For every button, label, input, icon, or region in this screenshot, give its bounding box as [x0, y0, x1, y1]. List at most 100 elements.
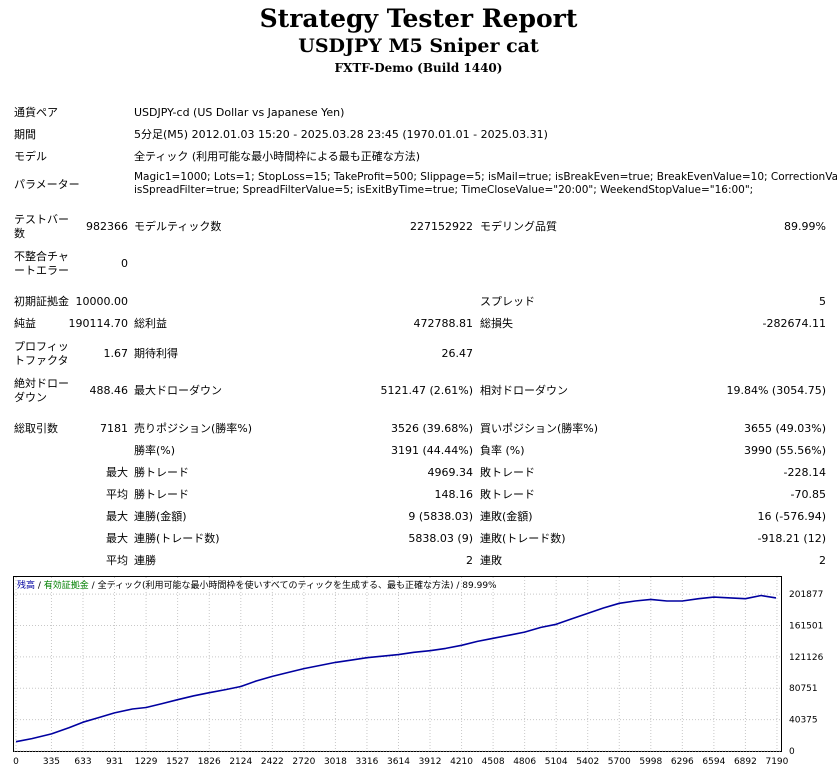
- mismatch-label-2: ートエラー: [14, 264, 69, 277]
- x-tick-label: 1527: [166, 757, 189, 767]
- chart-legend: 残高 / 有効証拠金 / 全ティック(利用可能な最小時間枠を使いすべてのティック…: [17, 578, 497, 591]
- avg-cons-wins-value: 2: [466, 554, 473, 567]
- x-tick-label: 3316: [355, 757, 378, 767]
- x-tick-label: 3912: [419, 757, 442, 767]
- largest-win-label: 勝トレード: [134, 466, 189, 479]
- x-tick-label: 4806: [513, 757, 536, 767]
- net-label: 純益: [14, 317, 36, 330]
- rel-drawdown-value: 19.84% (3054.75): [726, 384, 826, 397]
- x-tick-label: 6892: [734, 757, 757, 767]
- spread-label: スプレッド: [480, 295, 535, 308]
- net-value: 190114.70: [68, 317, 129, 330]
- legend-equity: 有効証拠金: [43, 581, 89, 591]
- x-tick-label: 1229: [135, 757, 158, 767]
- period-value: 5分足(M5) 2012.01.03 15:20 - 2025.03.28 23…: [134, 128, 548, 141]
- x-tick-label: 633: [74, 757, 91, 767]
- legend-quality: 89.99%: [462, 581, 497, 591]
- y-tick-label: 201877: [789, 590, 823, 600]
- x-tick-label: 6296: [671, 757, 694, 767]
- largest-loss-label: 敗トレード: [480, 466, 535, 479]
- max-cons-wins-label: 連勝(金額): [134, 510, 187, 523]
- x-tick-label: 2720: [292, 757, 315, 767]
- quality-value: 89.99%: [784, 220, 826, 233]
- x-tick-label: 931: [106, 757, 123, 767]
- period-label: 期間: [14, 128, 36, 141]
- max-cons-prefix: 最大: [106, 510, 128, 523]
- loss-rate-value: 3990 (55.56%): [743, 444, 826, 457]
- max-cons-loss-label: 連敗(トレード数): [480, 532, 566, 545]
- x-tick-label: 2124: [229, 757, 252, 767]
- spread-value: 5: [819, 295, 826, 308]
- x-tick-label: 3018: [324, 757, 347, 767]
- x-tick-label: 3614: [387, 757, 410, 767]
- params-label: パラメーター: [14, 178, 80, 191]
- model-label: モデル: [14, 150, 47, 163]
- report-subtitle: USDJPY M5 Sniper cat: [298, 35, 539, 57]
- x-tick-label: 0: [13, 757, 19, 767]
- x-tick-label: 1826: [198, 757, 221, 767]
- x-tick-label: 5700: [608, 757, 631, 767]
- balance-chart: 0 335 633 931 1229 1527 1826 2124 2422 2720 3018 33…: [13, 576, 837, 769]
- profit-factor-label-2: トファクタ: [14, 354, 69, 367]
- pair-label: 通貨ペア: [14, 106, 58, 119]
- chart-frame: [13, 576, 782, 752]
- avg-cons-prefix: 平均: [106, 554, 128, 567]
- x-tick-label: 5402: [576, 757, 599, 767]
- y-tick-label: 161501: [789, 621, 823, 631]
- short-positions-value: 3526 (39.68%): [390, 422, 473, 435]
- x-tick-label: 2422: [261, 757, 284, 767]
- x-tick-label: 5104: [545, 757, 568, 767]
- legend-model-note: 全ティック(利用可能な最小時間枠を使いすべてのティックを生成する、最も正確な方法…: [97, 581, 454, 591]
- max-cons-wins-value: 9 (5838.03): [408, 510, 473, 523]
- x-tick-label: 7190: [765, 757, 788, 767]
- avg-cons-losses-value: 2: [819, 554, 826, 567]
- abs-drawdown-label: 絶対ドロー: [14, 377, 69, 390]
- x-tick-label: 6594: [702, 757, 725, 767]
- gross-loss-label: 総損失: [480, 317, 513, 330]
- largest-win-value: 4969.34: [427, 466, 474, 479]
- largest-prefix: 最大: [106, 466, 128, 479]
- y-tick-label: 40375: [789, 716, 818, 726]
- average-prefix: 平均: [106, 488, 128, 501]
- loss-rate-label: 負率 (%): [480, 444, 525, 457]
- total-trades-value: 7181: [100, 422, 128, 435]
- win-rate-label: 勝率(%): [134, 444, 176, 457]
- model-value: 全ティック (利用可能な最小時間枠による最も正確な方法): [134, 150, 421, 163]
- max-cons-profit-value: 5838.03 (9): [408, 532, 473, 545]
- params-line-2: isSpreadFilter=true; SpreadFilterValue=5…: [134, 184, 754, 196]
- legend-separator: /: [88, 581, 98, 591]
- bars-value: 982366: [86, 220, 128, 233]
- avg-win-value: 148.16: [434, 488, 474, 501]
- quality-label: モデリング品質: [480, 220, 557, 233]
- total-trades-label: 総取引数: [14, 422, 58, 435]
- bars-label-2: 数: [14, 227, 25, 240]
- avg-loss-label: 敗トレード: [480, 488, 535, 501]
- balance-chart-svg: 0 335 633 931 1229 1527 1826 2124 2422 2720 3018 33…: [13, 576, 824, 767]
- pair-value: USDJPY-cd (US Dollar vs Japanese Yen): [134, 106, 345, 119]
- max-cons-count-prefix: 最大: [106, 532, 128, 545]
- abs-drawdown-value: 488.46: [89, 384, 129, 397]
- legend-separator: /: [453, 581, 463, 591]
- max-drawdown-value: 5121.47 (2.61%): [380, 384, 473, 397]
- long-positions-label: 買いポジション(勝率%): [480, 422, 599, 435]
- avg-cons-wins-label: 連勝: [134, 554, 156, 567]
- x-tick-label: 4210: [450, 757, 473, 767]
- x-tick-label: 4508: [482, 757, 505, 767]
- avg-win-label: 勝トレード: [134, 488, 189, 501]
- gross-loss-value: -282674.11: [762, 317, 826, 330]
- max-cons-losses-label: 連敗(金額): [480, 510, 533, 523]
- profit-factor-value: 1.67: [103, 347, 129, 360]
- params-line-1: Magic1=1000; Lots=1; StopLoss=15; TakePr…: [134, 171, 837, 183]
- deposit-label: 初期証拠金: [14, 295, 69, 308]
- profit-factor-label: プロフィッ: [14, 340, 69, 353]
- max-cons-losses-value: 16 (-576.94): [757, 510, 826, 523]
- largest-loss-value: -228.14: [783, 466, 826, 479]
- balance-series-line: [15, 594, 777, 743]
- rel-drawdown-label: 相対ドローダウン: [480, 384, 568, 397]
- avg-loss-value: -70.85: [790, 488, 826, 501]
- mismatch-value: 0: [121, 257, 128, 270]
- report-title: Strategy Tester Report: [259, 4, 578, 33]
- avg-cons-losses-label: 連敗: [480, 554, 502, 567]
- ticks-value: 227152922: [410, 220, 473, 233]
- x-tick-label: 335: [43, 757, 60, 767]
